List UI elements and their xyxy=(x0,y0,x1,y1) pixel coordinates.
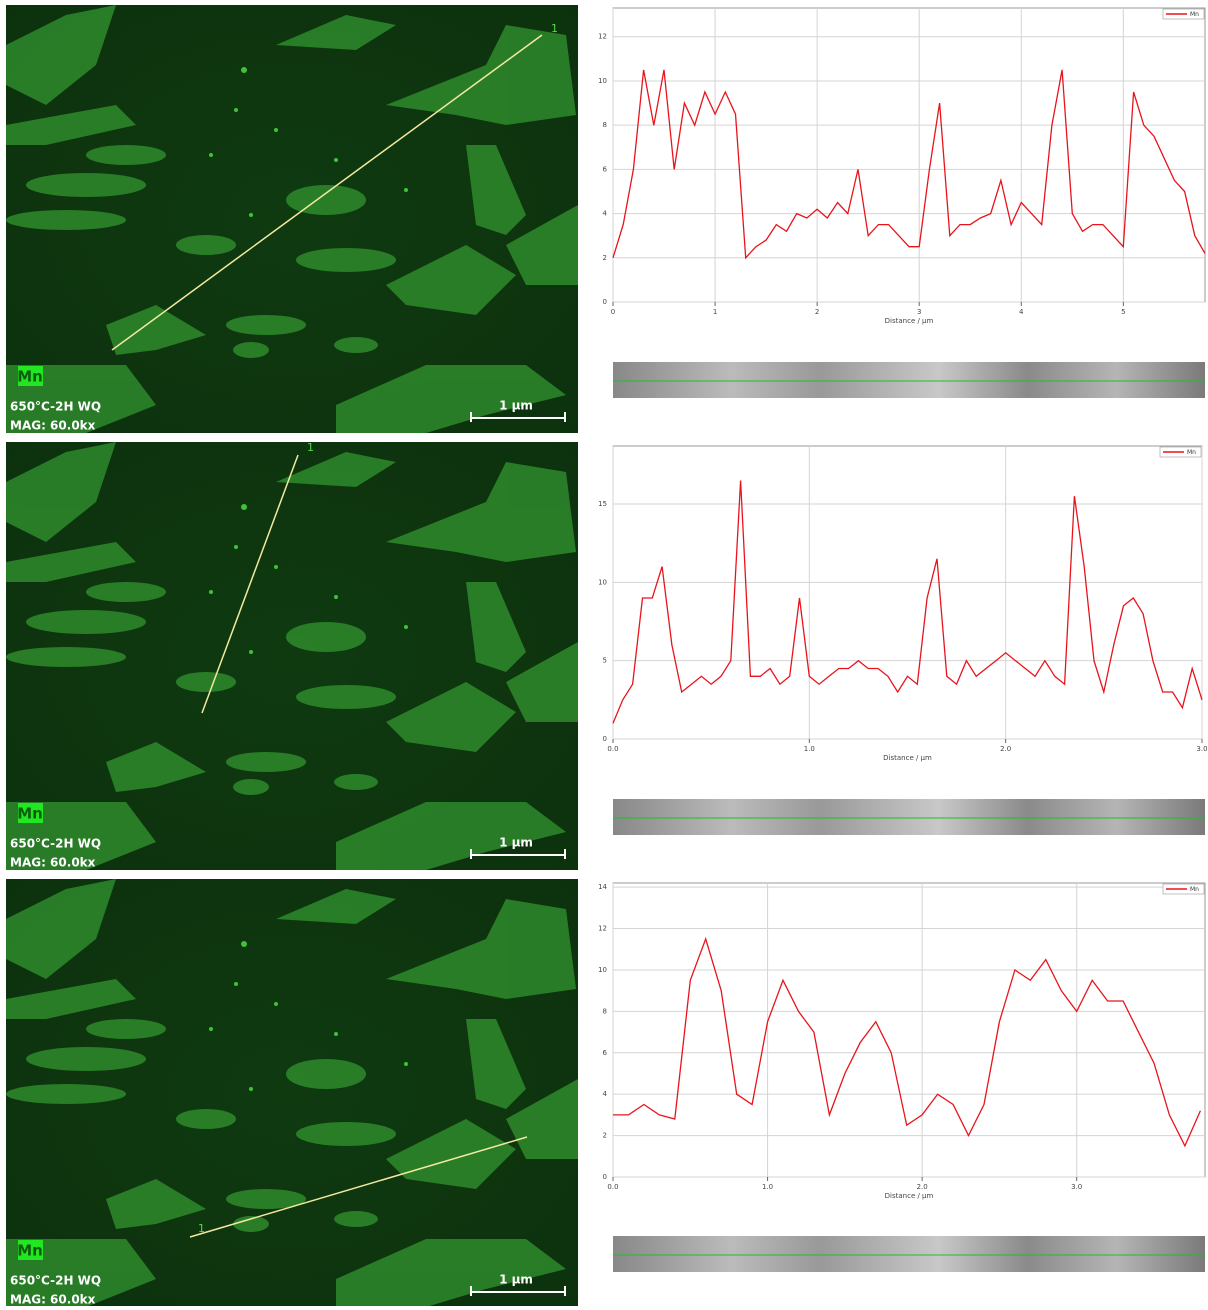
x-tick-label: 2.0 xyxy=(917,1183,928,1191)
y-tick-label: 10 xyxy=(598,77,607,85)
x-tick-label: 1.0 xyxy=(762,1183,773,1191)
x-tick-label: 0.0 xyxy=(607,1183,618,1191)
scale-label: 1 µm xyxy=(499,836,533,850)
data-line xyxy=(612,69,1206,260)
data-line xyxy=(613,936,1201,1148)
sample-label: 650°C-2H WQ xyxy=(10,1274,101,1288)
y-tick-label: 2 xyxy=(603,254,607,262)
y-tick-label: 6 xyxy=(603,165,608,173)
y-tick-label: 5 xyxy=(603,657,607,665)
micrograph: 1 Mn 650°C-2H WQ MAG: 60.0kx 1 µm xyxy=(6,441,578,870)
x-tick-label: 0 xyxy=(611,308,615,316)
line-marker: 1 xyxy=(307,441,314,454)
x-axis-label: Distance / µm xyxy=(885,1192,934,1200)
tem-strip xyxy=(613,799,1205,835)
y-tick-label: 12 xyxy=(598,925,607,933)
line-marker: 1 xyxy=(198,1222,205,1235)
y-tick-label: 8 xyxy=(603,121,607,129)
y-tick-label: 4 xyxy=(603,210,608,218)
element-label: Mn xyxy=(17,805,43,823)
x-tick-label: 5 xyxy=(1121,308,1125,316)
data-line xyxy=(612,480,1203,724)
mag-label: MAG: 60.0kx xyxy=(10,856,96,870)
y-tick-label: 6 xyxy=(603,1049,608,1057)
y-tick-label: 15 xyxy=(598,500,607,508)
y-tick-label: 4 xyxy=(603,1090,608,1098)
tem-strip xyxy=(613,362,1205,398)
mag-label: MAG: 60.0kx xyxy=(10,419,96,433)
plot-area xyxy=(612,882,1206,1178)
element-label: Mn xyxy=(17,1242,43,1260)
y-tick-label: 14 xyxy=(598,883,607,891)
y-tick-label: 10 xyxy=(598,966,607,974)
y-tick-label: 0 xyxy=(603,735,607,743)
y-tick-label: 0 xyxy=(603,1173,607,1181)
x-tick-label: 2 xyxy=(815,308,819,316)
y-tick-label: 2 xyxy=(603,1132,607,1140)
micrograph: 1 Mn 650°C-2H WQ MAG: 60.0kx 1 µm xyxy=(6,5,578,433)
element-label: Mn xyxy=(17,368,43,386)
x-tick-label: 1 xyxy=(713,308,717,316)
y-tick-label: 12 xyxy=(598,33,607,41)
x-tick-label: 3.0 xyxy=(1196,745,1207,753)
y-tick-label: 10 xyxy=(598,578,607,586)
x-tick-label: 2.0 xyxy=(1000,745,1011,753)
scale-label: 1 µm xyxy=(499,399,533,413)
x-tick-label: 1.0 xyxy=(804,745,815,753)
x-tick-label: 3 xyxy=(917,308,921,316)
legend-label: Mn xyxy=(1187,449,1196,456)
sample-label: 650°C-2H WQ xyxy=(10,400,101,414)
line-marker: 1 xyxy=(551,22,558,35)
line-scan xyxy=(201,454,299,714)
tem-strip xyxy=(613,1236,1205,1272)
line-scan xyxy=(111,34,543,351)
y-tick-label: 8 xyxy=(603,1007,607,1015)
plot-area xyxy=(612,445,1203,740)
x-axis-label: Distance / µm xyxy=(885,317,934,325)
x-tick-label: 4 xyxy=(1019,308,1024,316)
scale-label: 1 µm xyxy=(499,1273,533,1287)
mag-label: MAG: 60.0kx xyxy=(10,1293,96,1307)
legend-label: Mn xyxy=(1190,11,1199,18)
x-tick-label: 0.0 xyxy=(607,745,618,753)
sample-label: 650°C-2H WQ xyxy=(10,837,101,851)
y-tick-label: 0 xyxy=(603,298,607,306)
x-axis-label: Distance / µm xyxy=(883,754,932,762)
x-tick-label: 3.0 xyxy=(1071,1183,1082,1191)
legend-label: Mn xyxy=(1190,886,1199,893)
micrograph: 1 Mn 650°C-2H WQ MAG: 60.0kx 1 µm xyxy=(6,879,578,1307)
line-scan xyxy=(189,1136,528,1238)
plot-area xyxy=(612,7,1206,303)
